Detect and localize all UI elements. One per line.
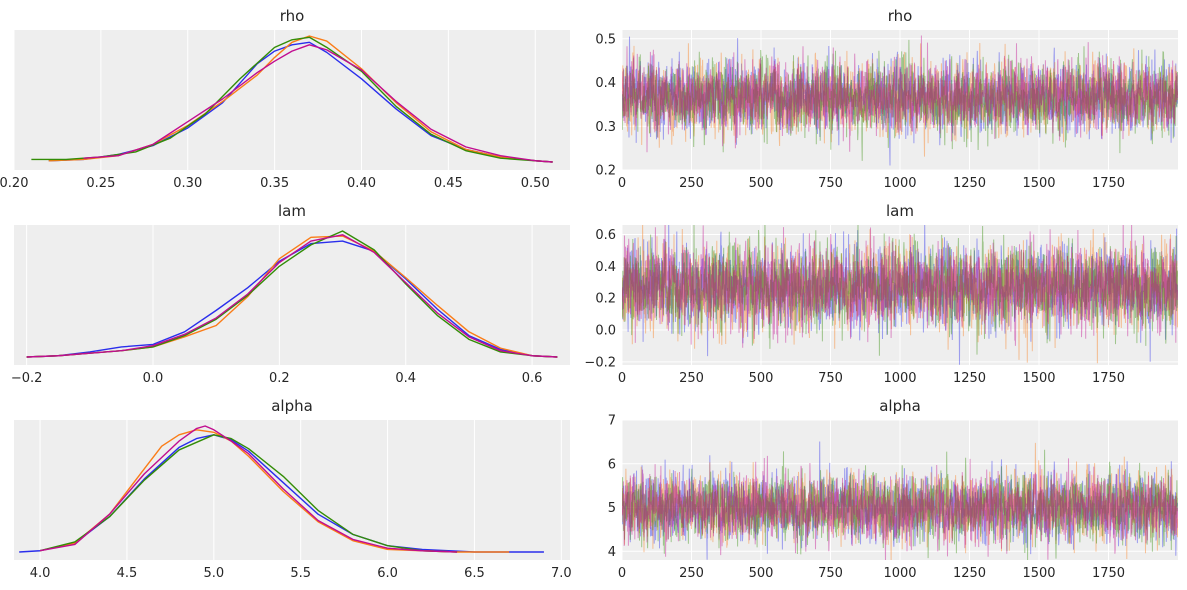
y-tick-label: 4 xyxy=(608,545,616,560)
x-tick-label: 750 xyxy=(818,371,843,386)
y-tick-label: 0.0 xyxy=(595,324,616,339)
x-tick-label: 1750 xyxy=(1092,371,1125,386)
panel-title: alpha xyxy=(271,397,313,415)
x-tick-label: 1250 xyxy=(953,371,986,386)
y-tick-label: 0.2 xyxy=(595,164,616,179)
x-tick-label: 4.0 xyxy=(30,566,51,581)
y-tick-label: 0.4 xyxy=(595,260,616,275)
panel-trace-alpha: alpha 0 250 500 750 1000 1250 1500 1750 4 5 6 7 xyxy=(608,397,1178,581)
x-tick-label: 500 xyxy=(749,371,774,386)
x-tick-label: −0.2 xyxy=(11,371,43,386)
x-tick-label: 7.0 xyxy=(551,566,572,581)
y-tick-label: 0.4 xyxy=(595,76,616,91)
trace-line-chain-0 xyxy=(622,441,1178,560)
x-tick-label: 5.0 xyxy=(203,566,224,581)
x-tick-label: 250 xyxy=(679,371,704,386)
y-tick-label: 0.6 xyxy=(595,228,616,243)
x-tick-label: 0.45 xyxy=(434,176,463,191)
trace-line-chain-2 xyxy=(622,39,1178,161)
x-tick-label: 250 xyxy=(679,566,704,581)
x-tick-label: 0 xyxy=(618,371,626,386)
x-tick-label: 1500 xyxy=(1022,371,1055,386)
x-tick-label: 0.50 xyxy=(521,176,550,191)
x-tick-label: 1250 xyxy=(953,566,986,581)
density-line-chain-2 xyxy=(39,434,458,553)
plot-area xyxy=(14,30,570,170)
panel-title: alpha xyxy=(879,397,921,415)
x-tick-label: 1000 xyxy=(883,566,916,581)
x-tick-label: 250 xyxy=(679,176,704,191)
trace-line-chain-0 xyxy=(622,225,1178,365)
y-tick-label: −0.2 xyxy=(584,355,616,370)
x-tick-label: 0.2 xyxy=(269,371,290,386)
panel-density-rho: rho 0.20 0.25 0.30 0.35 0.40 0.45 0.50 xyxy=(0,7,570,191)
density-line-chain-3 xyxy=(26,234,558,358)
x-tick-label: 1250 xyxy=(953,176,986,191)
x-tick-label: 1750 xyxy=(1092,566,1125,581)
y-tick-label: 0.5 xyxy=(595,32,616,47)
x-tick-label: 6.0 xyxy=(377,566,398,581)
density-line-chain-2 xyxy=(31,36,553,163)
panel-trace-lam: lam 0 250 500 750 1000 1250 1500 1750 −0.2 0.0 0.2 0… xyxy=(584,202,1178,386)
x-tick-label: 1000 xyxy=(883,371,916,386)
x-tick-label: 750 xyxy=(818,176,843,191)
x-tick-label: 1500 xyxy=(1022,176,1055,191)
x-tick-label: 0.4 xyxy=(395,371,416,386)
x-tick-label: 5.5 xyxy=(290,566,311,581)
panel-title: rho xyxy=(888,7,913,25)
x-tick-label: 500 xyxy=(749,566,774,581)
panel-density-alpha: alpha 4.0 4.5 5.0 5.5 6.0 6.5 7.0 xyxy=(14,397,572,581)
trace-line-chain-2 xyxy=(622,225,1178,356)
x-tick-label: 500 xyxy=(749,176,774,191)
x-tick-label: 0 xyxy=(618,176,626,191)
x-tick-label: 0 xyxy=(618,566,626,581)
trace-line-chain-3 xyxy=(622,225,1178,348)
x-tick-label: 0.0 xyxy=(143,371,164,386)
density-line-chain-3 xyxy=(39,425,458,553)
panel-title: lam xyxy=(886,202,914,220)
x-tick-label: 1750 xyxy=(1092,176,1125,191)
y-tick-label: 5 xyxy=(608,501,616,516)
density-line-chain-3 xyxy=(83,44,553,163)
x-tick-label: 1000 xyxy=(883,176,916,191)
trace-line-chain-3 xyxy=(622,455,1178,560)
x-tick-label: 0.6 xyxy=(522,371,543,386)
trace-line-chain-3 xyxy=(622,35,1178,153)
x-tick-label: 750 xyxy=(818,566,843,581)
panel-title: rho xyxy=(280,7,305,25)
plot-area xyxy=(14,225,570,365)
trace-line-chain-1 xyxy=(622,442,1178,560)
trace-line-chain-1 xyxy=(622,225,1178,364)
panel-density-lam: lam −0.2 0.0 0.2 0.4 0.6 xyxy=(11,202,570,386)
x-tick-label: 0.25 xyxy=(86,176,115,191)
y-tick-label: 6 xyxy=(608,457,616,472)
panel-title: lam xyxy=(278,202,306,220)
panel-trace-rho: rho 0 250 500 750 1000 1250 1500 1750 0.2 0.3 0.4 0.… xyxy=(595,7,1178,191)
x-tick-label: 0.35 xyxy=(260,176,289,191)
x-tick-label: 0.40 xyxy=(347,176,376,191)
x-tick-label: 1500 xyxy=(1022,566,1055,581)
y-tick-label: 0.2 xyxy=(595,292,616,307)
trace-line-chain-2 xyxy=(622,449,1178,560)
x-tick-label: 4.5 xyxy=(117,566,138,581)
x-tick-label: 0.30 xyxy=(173,176,202,191)
x-tick-label: 6.5 xyxy=(464,566,485,581)
y-tick-label: 0.3 xyxy=(595,120,616,135)
y-tick-label: 7 xyxy=(608,414,616,429)
trace-line-chain-1 xyxy=(622,42,1178,157)
x-tick-label: 0.20 xyxy=(0,176,28,191)
trace-line-chain-0 xyxy=(622,36,1178,166)
